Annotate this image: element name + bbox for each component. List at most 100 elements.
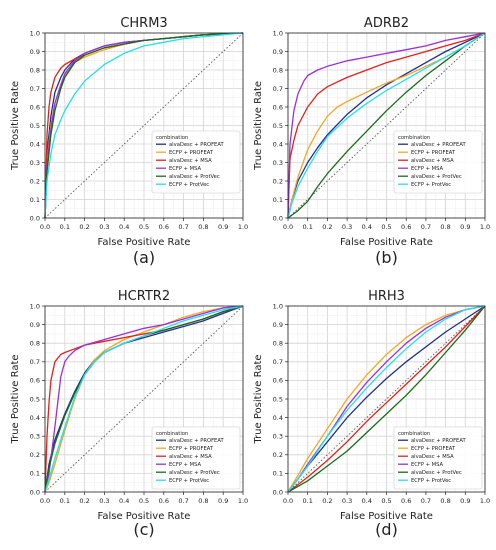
y-tick-label: 0.7 (273, 358, 283, 366)
y-tick-label: 0.2 (30, 177, 40, 185)
x-tick-label: 0.8 (198, 497, 208, 505)
roc-panel-chrm3: 0.0 0.1 0.2 0.3 0.4 0.5 0.6 0.7 0.8 0.9 1.0 0.0 0.1 0… (10, 16, 248, 267)
x-tick-label: 0.5 (139, 497, 149, 505)
series-line-alvadesc-profeat (287, 32, 486, 219)
y-tick-label: 0.3 (273, 433, 283, 441)
series-line-ecfp-profeat (44, 305, 244, 493)
series-line-alvadesc-msa (287, 305, 486, 493)
y-tick-label: 0.1 (273, 470, 283, 478)
legend-entry: alvaDesc + ProtVec (411, 174, 462, 180)
legend-entry: ECFP + PROFEAT (411, 150, 456, 156)
legend-entry: alvaDesc + MSA (169, 454, 212, 460)
x-tick-label: 0.1 (60, 497, 70, 505)
y-tick-label: 0.7 (273, 85, 283, 93)
legend-entry: alvaDesc + MSA (411, 158, 454, 164)
series-line-ecfp-msa (44, 305, 244, 493)
panel-label: (c) (133, 520, 154, 539)
x-tick-label: 0.6 (401, 497, 411, 505)
y-tick-label: 0.7 (30, 358, 40, 366)
series-line-ecfp-msa (287, 32, 486, 219)
x-tick-label: 0.3 (342, 223, 352, 231)
x-axis-label: False Positive Rate (98, 511, 191, 522)
chance-diagonal (287, 32, 486, 219)
y-tick-label: 1.0 (30, 302, 40, 310)
y-tick-label: 0.3 (30, 433, 40, 441)
x-tick-label: 0.9 (460, 223, 470, 231)
series-line-ecfp-protvec (287, 32, 486, 219)
legend-box (151, 426, 241, 490)
x-tick-label: 0.7 (178, 223, 188, 231)
legend-entry: ECFP + MSA (411, 166, 444, 172)
x-tick-label: 0.2 (322, 223, 332, 231)
roc-panel-hcrtr2: 0.0 0.1 0.2 0.3 0.4 0.5 0.6 0.7 0.8 0.9 1.0 0.0 0.1 0… (10, 289, 248, 539)
y-tick-label: 0.2 (273, 177, 283, 185)
legend-box (393, 426, 483, 490)
y-tick-label: 0.6 (273, 377, 283, 385)
series-line-ecfp-protvec (287, 305, 486, 493)
legend-entry: alvaDesc + PROFEAT (411, 438, 466, 444)
y-axis-label: True Positive Rate (253, 81, 264, 171)
legend-box (393, 130, 483, 194)
legend-entry: alvaDesc + MSA (169, 158, 212, 164)
y-tick-label: 0.3 (30, 159, 40, 167)
x-tick-label: 0.6 (401, 223, 411, 231)
legend-entry: ECFP + PROFEAT (169, 446, 214, 452)
y-tick-label: 0.0 (273, 488, 283, 496)
legend-entry: ECFP + ProtVec (169, 182, 209, 188)
legend-title: combination (156, 431, 188, 437)
x-tick-label: 0.5 (381, 223, 391, 231)
y-tick-label: 0.9 (30, 48, 40, 56)
x-tick-label: 0.9 (218, 497, 228, 505)
legend-entry: ECFP + PROFEAT (411, 446, 456, 452)
x-tick-label: 0.3 (342, 497, 352, 505)
chart-title: HCRTR2 (118, 289, 170, 304)
legend-entry: ECFP + ProtVec (411, 478, 451, 484)
y-tick-label: 0.1 (30, 196, 40, 204)
x-tick-label: 0.3 (99, 223, 109, 231)
y-tick-label: 0.7 (30, 85, 40, 93)
series-line-ecfp-protvec (44, 32, 244, 219)
x-axis-label: False Positive Rate (98, 237, 191, 248)
y-tick-label: 0.3 (273, 159, 283, 167)
x-tick-label: 0.1 (303, 223, 313, 231)
x-tick-label: 0.5 (381, 497, 391, 505)
y-tick-label: 0.6 (273, 103, 283, 111)
y-tick-label: 0.8 (273, 340, 283, 348)
roc-panel-adrb2: 0.0 0.1 0.2 0.3 0.4 0.5 0.6 0.7 0.8 0.9 1.0 0.0 0.1 0… (253, 16, 490, 267)
x-tick-label: 0.1 (60, 223, 70, 231)
y-tick-label: 0.4 (273, 414, 283, 422)
y-tick-label: 0.8 (273, 66, 283, 74)
series-line-ecfp-profeat (287, 305, 486, 493)
y-tick-label: 0.9 (273, 48, 283, 56)
x-tick-label: 0.3 (99, 497, 109, 505)
x-axis-label: False Positive Rate (340, 237, 433, 248)
y-tick-label: 0.4 (273, 140, 283, 148)
y-tick-label: 0.1 (30, 470, 40, 478)
legend-title: combination (398, 135, 430, 141)
y-tick-label: 0.9 (273, 321, 283, 329)
y-tick-label: 1.0 (273, 29, 283, 37)
y-tick-label: 1.0 (30, 29, 40, 37)
y-tick-label: 0.5 (273, 122, 283, 130)
legend-entry: ECFP + MSA (169, 462, 202, 468)
x-tick-label: 1.0 (238, 497, 248, 505)
legend-title: combination (156, 135, 188, 141)
x-tick-label: 0.7 (421, 223, 431, 231)
y-tick-label: 0.4 (30, 140, 40, 148)
x-tick-label: 0.0 (283, 223, 293, 231)
x-tick-label: 0.7 (178, 497, 188, 505)
x-tick-label: 0.9 (218, 223, 228, 231)
roc-panel-hrh3: 0.0 0.1 0.2 0.3 0.4 0.5 0.6 0.7 0.8 0.9 1.0 0.0 0.1 0… (253, 289, 490, 539)
x-tick-label: 0.0 (40, 223, 50, 231)
x-tick-label: 1.0 (238, 223, 248, 231)
x-tick-label: 0.0 (40, 497, 50, 505)
x-tick-label: 0.8 (440, 223, 450, 231)
y-tick-label: 1.0 (273, 302, 283, 310)
x-tick-label: 0.4 (119, 223, 129, 231)
x-tick-label: 0.1 (303, 497, 313, 505)
y-tick-label: 0.4 (30, 414, 40, 422)
